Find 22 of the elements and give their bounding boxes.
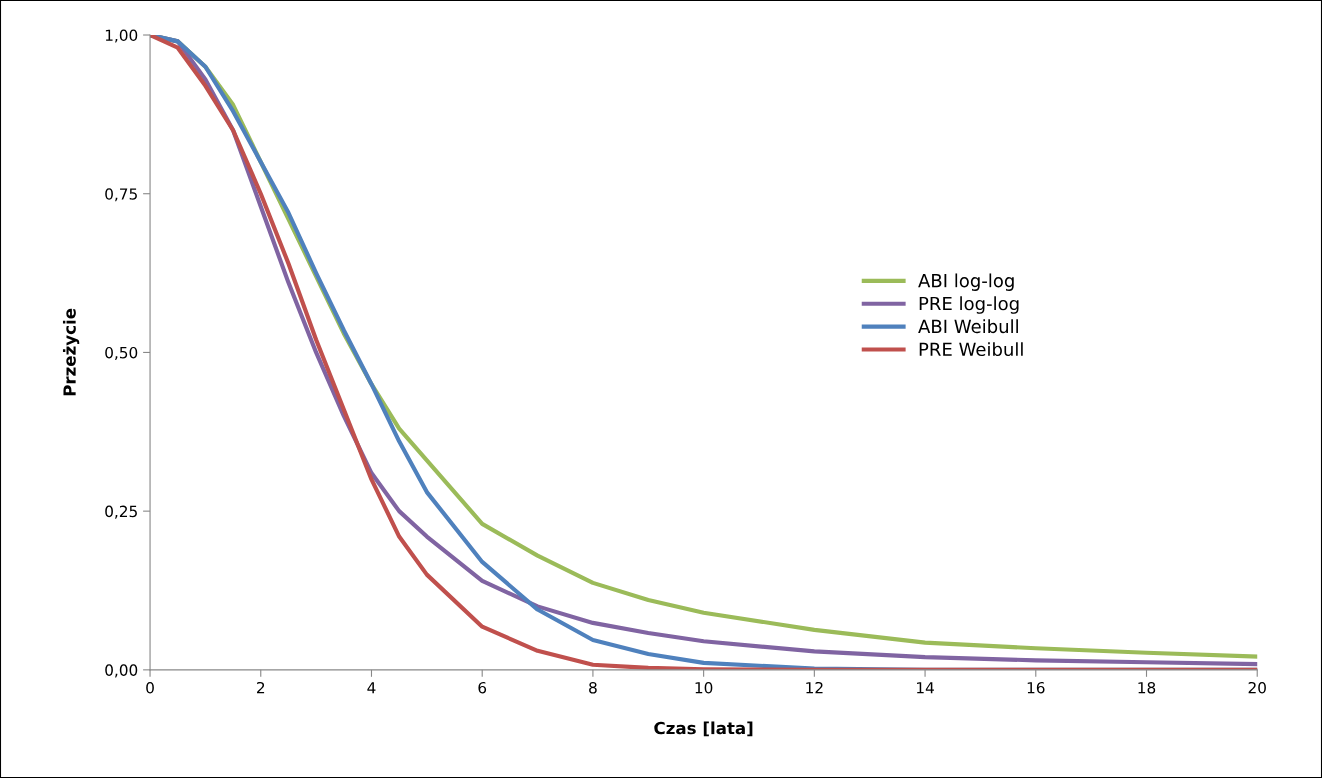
y-tick-label: 1,00 xyxy=(105,29,138,43)
x-tick-label: 10 xyxy=(695,681,713,694)
x-tick-label: 18 xyxy=(1138,681,1156,694)
x-tick-label: 4 xyxy=(367,682,376,694)
x-tick-label: 14 xyxy=(917,682,934,694)
legend-label: PRE Weibull xyxy=(919,342,1023,357)
legend-label: ABI Weibull xyxy=(918,319,1018,334)
y-axis-title: Przeżycie xyxy=(62,308,80,396)
x-tick-label: 12 xyxy=(806,681,823,694)
x-tick-label: 20 xyxy=(1248,681,1266,694)
x-tick-label: 6 xyxy=(478,681,487,694)
x-tick-label: 0 xyxy=(146,681,154,694)
x-tick-label: 8 xyxy=(589,681,597,694)
y-tick-label: 0,75 xyxy=(105,188,137,202)
y-tick-label: 0,25 xyxy=(105,505,137,519)
y-tick-label: 0,50 xyxy=(105,346,138,361)
legend-label: PRE log-log xyxy=(919,296,1019,314)
x-tick-label: 16 xyxy=(1027,681,1045,694)
y-tick-label: 0,00 xyxy=(105,664,138,678)
legend-label: ABI log-log xyxy=(918,273,1014,291)
x-axis-title: Czas [lata] xyxy=(654,721,753,737)
x-tick-label: 2 xyxy=(257,681,265,694)
